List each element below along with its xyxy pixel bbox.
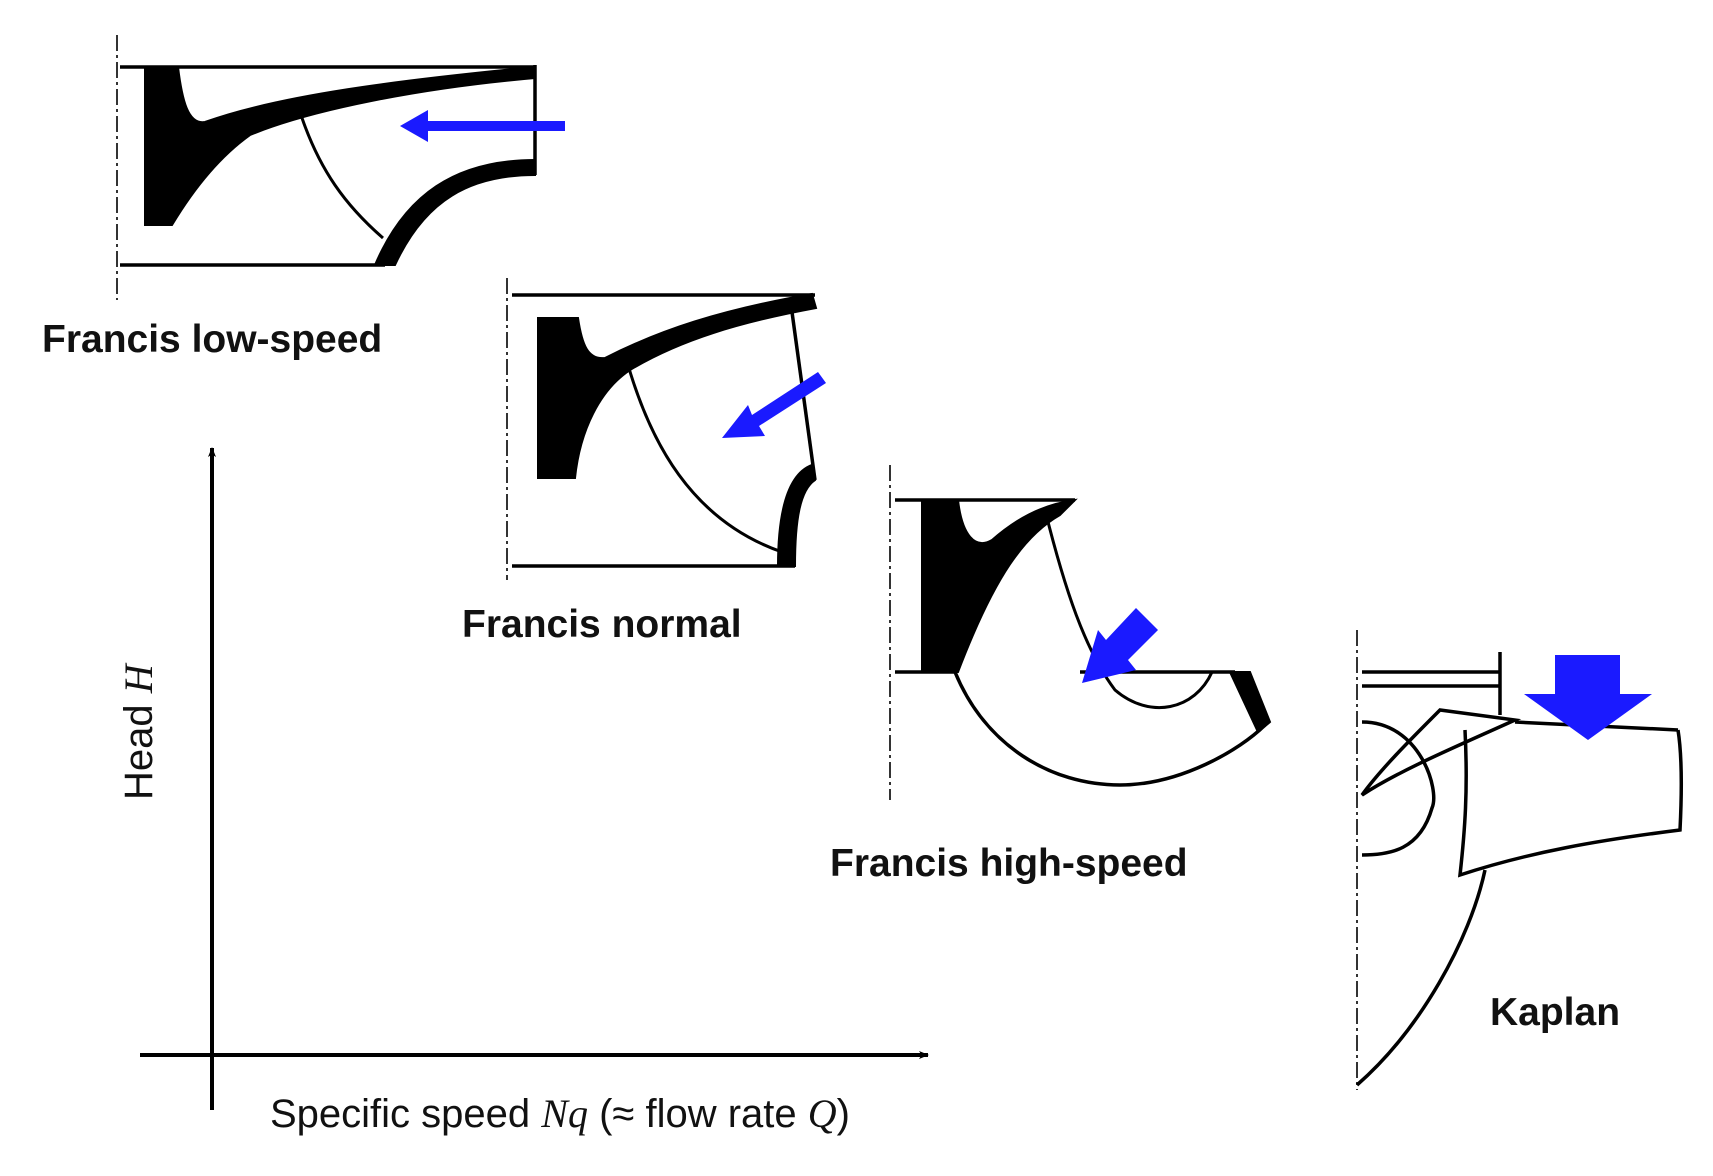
high-speed-blade <box>1043 509 1214 710</box>
francis-normal-runner <box>506 278 826 580</box>
francis-low-speed-runner <box>116 35 565 300</box>
low-speed-band <box>373 158 536 266</box>
label-francis-normal: Francis normal <box>462 603 742 646</box>
high-speed-band-tip <box>1228 671 1272 734</box>
normal-flow-arrow <box>722 372 826 438</box>
kaplan-discharge <box>1355 869 1487 1087</box>
axes <box>140 447 929 1110</box>
francis-high-speed-runner <box>889 465 1272 800</box>
kaplan-hub <box>1361 720 1436 857</box>
kaplan-blade-leading <box>1360 708 1522 797</box>
low-speed-blade <box>300 117 384 240</box>
high-speed-band-outer <box>953 671 1267 787</box>
normal-hub <box>537 292 818 479</box>
x-axis-label: Specific speed Nq (≈ flow rate Q) <box>270 1091 850 1136</box>
kaplan-flow-arrow <box>1524 655 1652 740</box>
label-kaplan: Kaplan <box>1490 991 1620 1034</box>
normal-blade <box>626 364 783 554</box>
kaplan-runner <box>1355 630 1684 1090</box>
low-speed-hub <box>144 65 536 226</box>
low-speed-flow-arrow <box>400 110 565 142</box>
label-francis-high-speed: Francis high-speed <box>830 842 1188 885</box>
normal-band <box>776 463 817 567</box>
kaplan-casing <box>1457 729 1684 878</box>
high-speed-hub <box>921 498 1078 673</box>
high-speed-flow-arrow <box>1082 608 1158 683</box>
label-francis-low-speed: Francis low-speed <box>42 318 382 361</box>
y-axis-label: Head H <box>116 662 161 800</box>
